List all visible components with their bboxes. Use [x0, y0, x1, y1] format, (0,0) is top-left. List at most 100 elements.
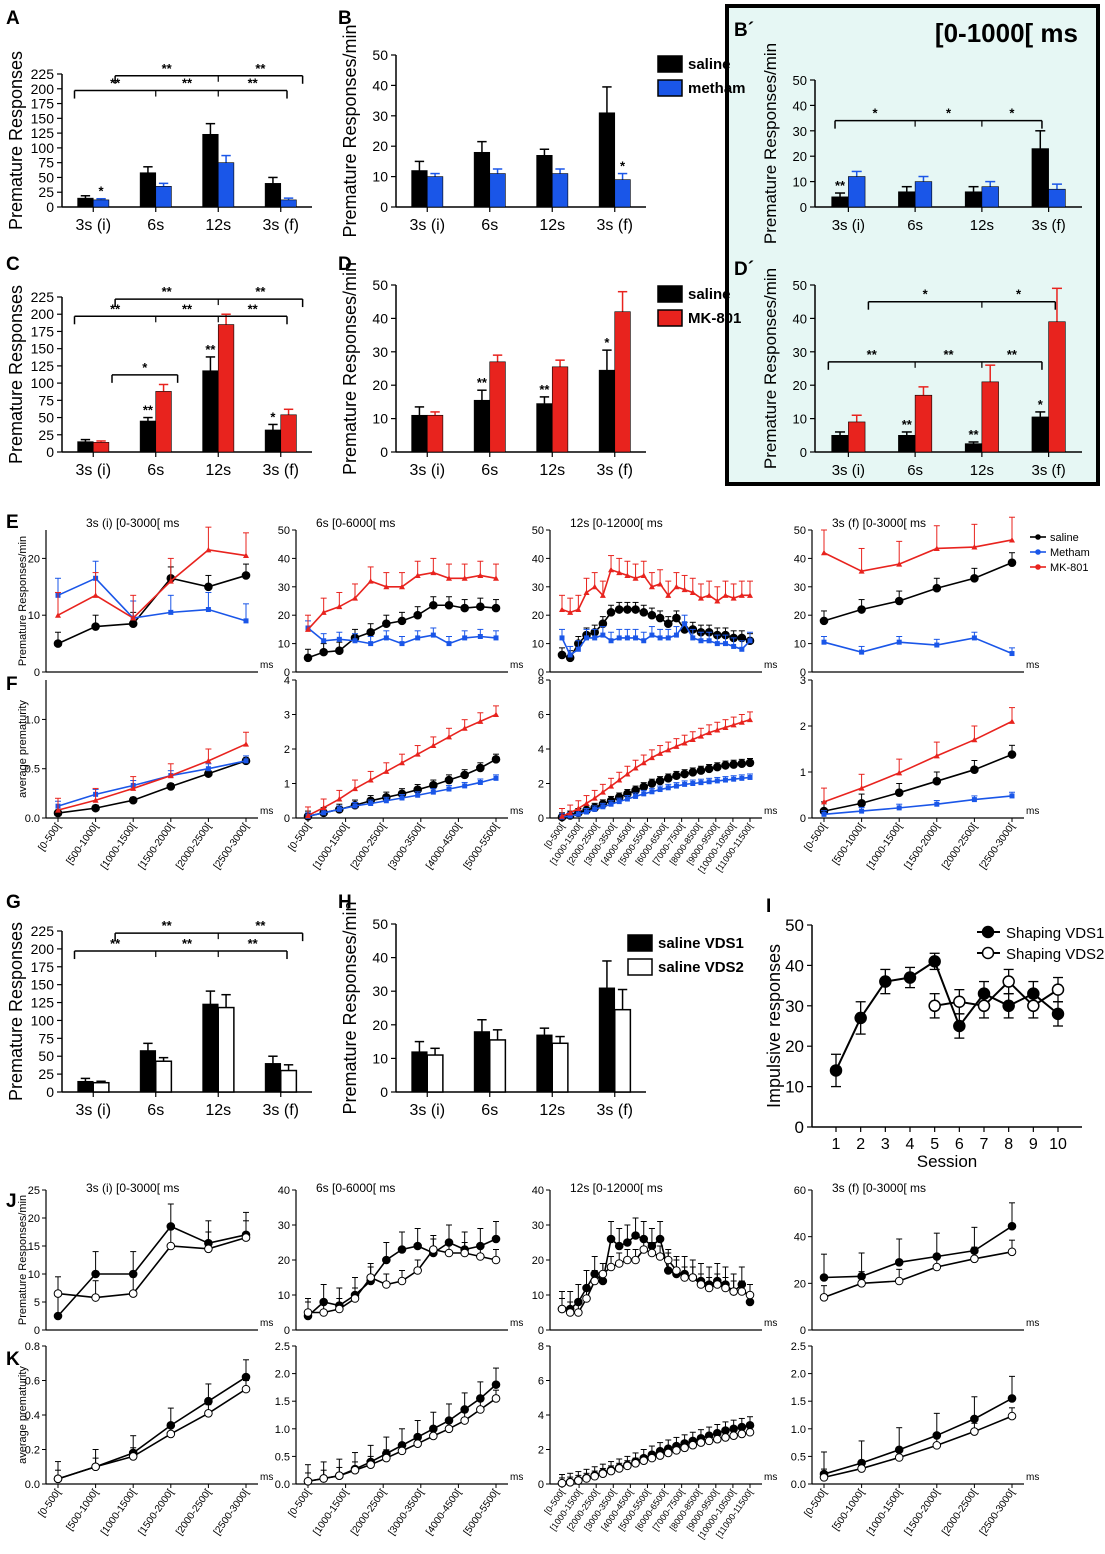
- y-tick-label: 20: [793, 149, 807, 164]
- bar: [914, 181, 933, 208]
- legend-marker: [981, 925, 995, 939]
- series-line: [823, 1225, 1013, 1279]
- y-tick-label: 40: [532, 553, 544, 565]
- significance-star: **: [162, 61, 173, 76]
- y-tick-label: 1.5: [791, 1396, 806, 1408]
- y-tick-label: 25: [38, 184, 54, 200]
- data-point: [1007, 1247, 1017, 1257]
- bar: [202, 1003, 219, 1093]
- data-point: [321, 638, 327, 644]
- bar: [411, 1051, 428, 1093]
- data-point: [633, 635, 639, 641]
- y-tick-label: 10: [532, 1290, 544, 1302]
- data-point: [352, 803, 358, 809]
- data-point: [932, 1441, 942, 1450]
- line-row-e: E Premature Responses/min 0 10 20 ms 3s (i) [0…: [6, 512, 1039, 679]
- data-point: [491, 603, 501, 613]
- panel-letter: K: [6, 1349, 20, 1370]
- y-tick-label: 10: [278, 1290, 290, 1302]
- y-tick-label: 3: [800, 675, 806, 687]
- data-point: [745, 758, 755, 768]
- y-tick-label: 20: [372, 138, 388, 154]
- data-point: [731, 776, 737, 782]
- y-tick-label: 20: [793, 378, 807, 393]
- x-tick-label: 3s (f): [263, 217, 299, 234]
- panel-title: 3s (i) [0-3000[ ms: [86, 516, 179, 530]
- y-tick-label: 75: [38, 1030, 54, 1046]
- x-tick-label: 3s (f): [597, 217, 633, 234]
- significance-star: **: [162, 284, 173, 299]
- x-unit-label: ms: [764, 1472, 777, 1483]
- bar: [92, 1081, 110, 1093]
- data-point: [903, 971, 917, 984]
- significance-star: **: [477, 375, 488, 390]
- data-point: [559, 813, 565, 819]
- bar-chart-h: 0 10 20 30 40 50 3s (i) 6s 12s 3s (f) Premature Re…: [338, 892, 744, 1119]
- y-tick-label: 10: [785, 1078, 804, 1097]
- data-point: [616, 799, 622, 805]
- data-point: [1007, 1411, 1017, 1421]
- data-point: [91, 622, 100, 631]
- data-point: [397, 1276, 407, 1286]
- data-point: [429, 1245, 438, 1254]
- data-point: [575, 805, 582, 812]
- data-point: [477, 779, 483, 785]
- y-tick-label: 40: [794, 1232, 806, 1244]
- data-point: [819, 1293, 829, 1302]
- data-point: [665, 785, 671, 791]
- y-tick-label: 20: [532, 1255, 544, 1267]
- y-tick-label: 50: [38, 410, 54, 426]
- significance-star: *: [270, 409, 276, 424]
- data-point: [655, 1234, 665, 1244]
- data-point: [663, 1448, 673, 1458]
- data-point: [714, 641, 720, 647]
- x-tick-label: [500-1000[: [831, 1487, 868, 1533]
- data-point: [640, 759, 647, 766]
- data-point: [92, 797, 99, 803]
- x-tick-label: [2500-3000[: [978, 821, 1018, 871]
- data-point: [477, 718, 484, 724]
- panel-title: 12s [0-12000[ ms: [570, 516, 663, 530]
- significance-star: *: [620, 159, 626, 174]
- y-tick-label: 10: [28, 610, 40, 622]
- data-point: [713, 1280, 722, 1289]
- x-tick-label: [2000-2500[: [940, 1487, 980, 1537]
- bar: [614, 311, 631, 453]
- data-point: [204, 1396, 213, 1406]
- y-tick-label: 0: [800, 813, 806, 825]
- bar: [280, 1069, 298, 1093]
- data-point: [738, 592, 745, 598]
- data-point: [319, 1308, 328, 1317]
- y-tick-label: 0.0: [25, 1479, 40, 1491]
- y-tick-label: 0.8: [25, 1341, 40, 1353]
- x-tick-label: 3s (f): [597, 1102, 633, 1119]
- y-tick-label: 100: [31, 1012, 55, 1028]
- data-point: [970, 1427, 979, 1436]
- panel-title: 6s [0-6000[ ms: [316, 1181, 395, 1195]
- data-point: [722, 592, 729, 598]
- bar: [981, 381, 999, 453]
- y-tick-label: 2: [538, 1445, 544, 1457]
- data-point: [352, 638, 358, 644]
- data-point: [1002, 999, 1015, 1013]
- data-point: [655, 1451, 665, 1460]
- bar: [280, 199, 297, 208]
- data-point: [614, 1259, 624, 1268]
- data-point: [53, 1474, 63, 1484]
- data-point: [932, 583, 942, 593]
- data-point: [689, 736, 696, 743]
- data-point: [608, 638, 614, 644]
- data-point: [928, 999, 941, 1013]
- y-tick-label: 150: [31, 341, 55, 357]
- data-point: [631, 1231, 640, 1240]
- y-tick-label: 50: [372, 916, 388, 932]
- legend-label: saline: [688, 286, 731, 303]
- data-point: [205, 546, 212, 553]
- data-point: [336, 603, 343, 610]
- x-tick-label: 6s: [907, 462, 923, 479]
- series-line: [823, 1251, 1013, 1299]
- bar: [92, 442, 110, 453]
- y-tick-label: 8: [538, 675, 544, 687]
- data-point: [335, 1471, 344, 1481]
